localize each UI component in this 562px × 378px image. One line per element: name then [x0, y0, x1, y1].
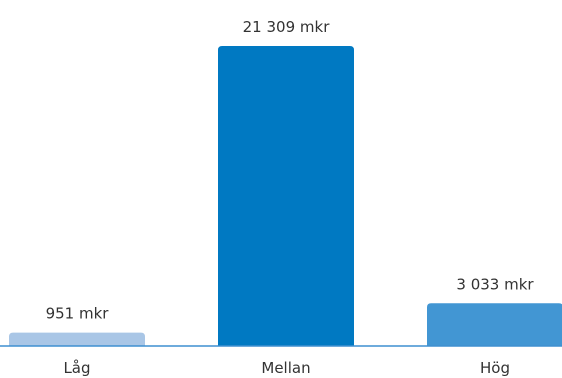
- value-label-2: 3 033 mkr: [456, 275, 534, 293]
- category-labels-group: Låg Mellan Hög: [63, 359, 510, 377]
- value-labels-group: 951 mkr 21 309 mkr 3 033 mkr: [46, 18, 535, 323]
- bar-2: [427, 303, 562, 346]
- bars-group: [9, 46, 562, 346]
- bar-0: [9, 332, 145, 346]
- value-label-1: 21 309 mkr: [243, 18, 331, 36]
- category-label-1: Mellan: [261, 359, 310, 377]
- category-label-2: Hög: [480, 359, 510, 377]
- bar-1: [218, 46, 354, 346]
- value-label-0: 951 mkr: [46, 305, 110, 323]
- category-label-0: Låg: [63, 359, 90, 377]
